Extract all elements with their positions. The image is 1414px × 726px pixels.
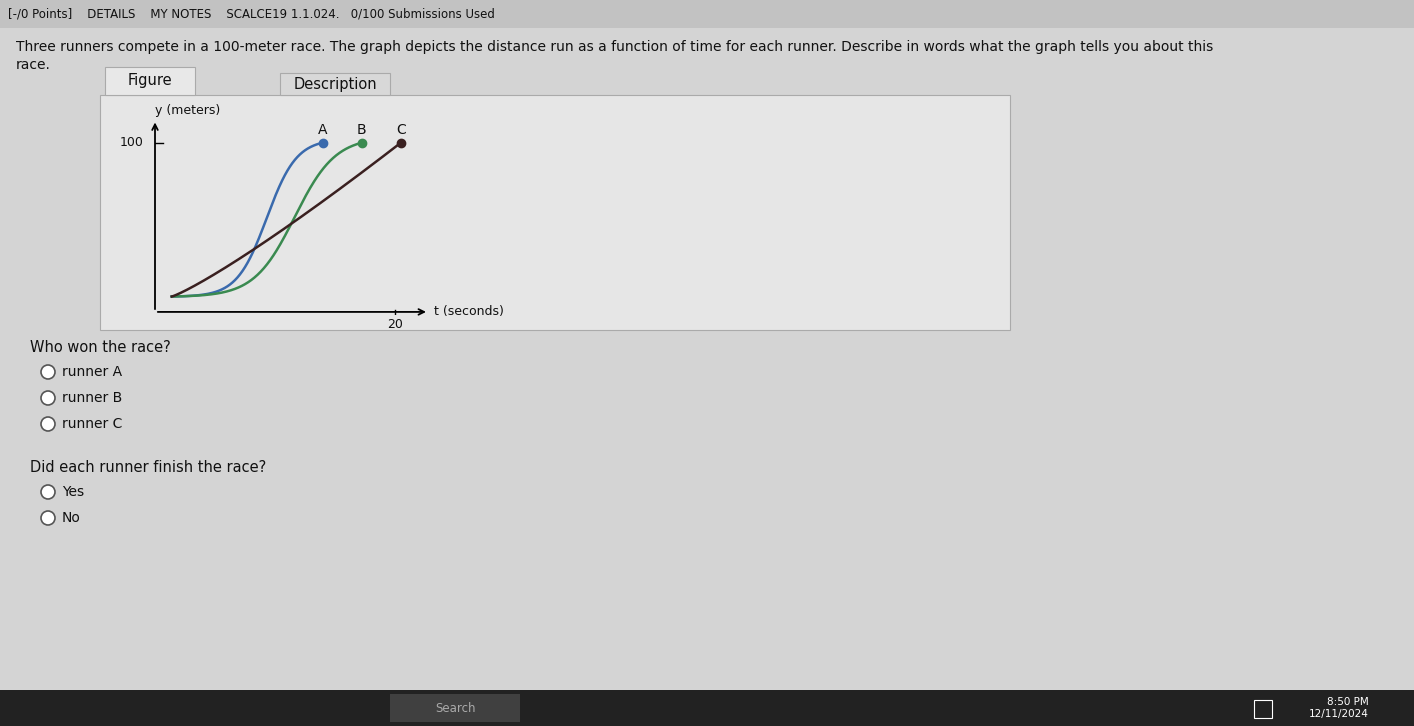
Circle shape xyxy=(41,417,55,431)
Text: B: B xyxy=(356,123,366,136)
Bar xyxy=(105,67,195,95)
Text: runner A: runner A xyxy=(62,365,122,379)
Text: y (meters): y (meters) xyxy=(156,104,221,117)
Text: 8:50 PM
12/11/2024: 8:50 PM 12/11/2024 xyxy=(1309,697,1369,719)
Bar xyxy=(100,95,1010,330)
Text: runner C: runner C xyxy=(62,417,123,431)
Bar xyxy=(280,73,390,95)
Text: t (seconds): t (seconds) xyxy=(434,306,505,319)
Text: Yes: Yes xyxy=(62,485,83,499)
Text: [-/0 Points]    DETAILS    MY NOTES    SCALCE19 1.1.024.   0/100 Submissions Use: [-/0 Points] DETAILS MY NOTES SCALCE19 1… xyxy=(8,7,495,20)
Text: C: C xyxy=(396,123,406,136)
Bar xyxy=(390,694,520,722)
Text: runner B: runner B xyxy=(62,391,122,405)
Text: Figure: Figure xyxy=(127,73,173,89)
Text: 100: 100 xyxy=(120,136,144,149)
Circle shape xyxy=(41,365,55,379)
Text: Did each runner finish the race?: Did each runner finish the race? xyxy=(30,460,266,475)
Text: 20: 20 xyxy=(387,318,403,331)
Bar xyxy=(0,0,1414,28)
Bar xyxy=(1254,700,1273,718)
Circle shape xyxy=(41,391,55,405)
Text: Who won the race?: Who won the race? xyxy=(30,340,171,355)
Circle shape xyxy=(41,511,55,525)
Text: Search: Search xyxy=(434,701,475,714)
Text: Description: Description xyxy=(293,76,376,91)
Text: A: A xyxy=(318,123,328,136)
Circle shape xyxy=(41,485,55,499)
Text: Three runners compete in a 100-meter race. The graph depicts the distance run as: Three runners compete in a 100-meter rac… xyxy=(16,40,1213,73)
Bar xyxy=(0,690,1414,726)
Text: No: No xyxy=(62,511,81,525)
